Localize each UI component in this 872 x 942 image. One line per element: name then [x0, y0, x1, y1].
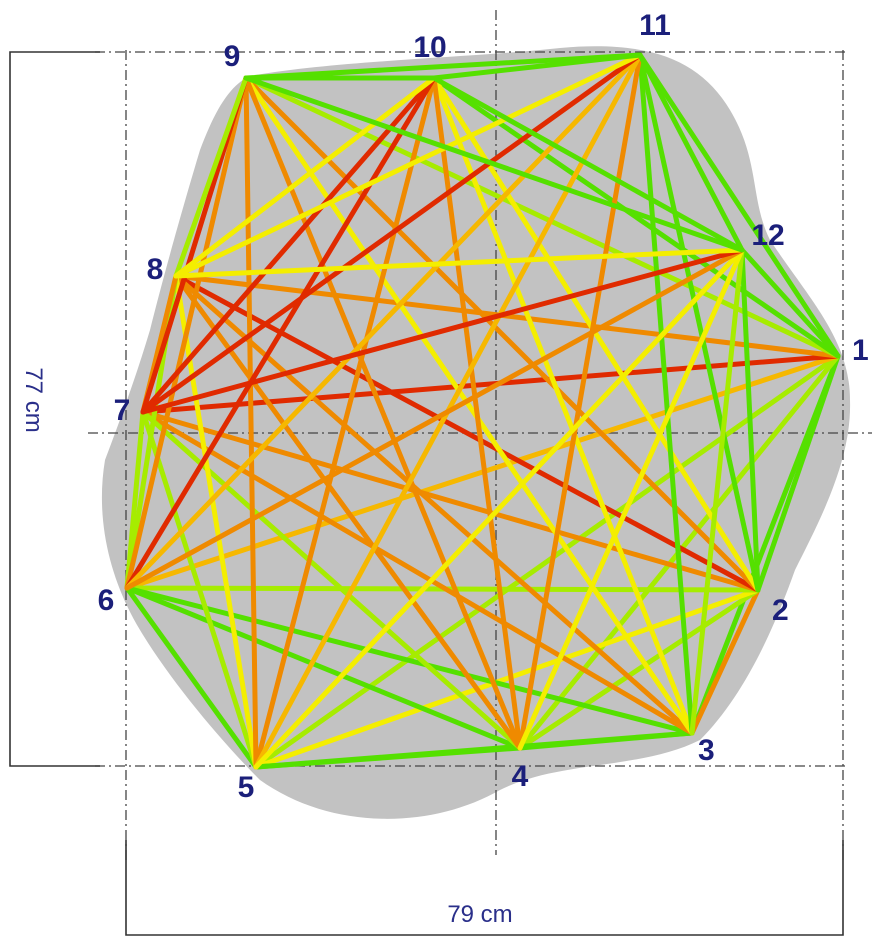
connection-6-10	[124, 75, 437, 591]
height-label: 77 cm	[20, 367, 47, 432]
height-dimension-line	[9, 51, 100, 767]
connection-2-11	[637, 52, 761, 593]
node-label-11: 11	[639, 9, 671, 42]
connection-9-11	[243, 52, 643, 81]
connection-1-10	[431, 75, 841, 359]
connection-8-10	[173, 75, 437, 279]
connection-8-11	[173, 52, 643, 279]
connection-2-5	[253, 587, 761, 770]
connection-2-8	[173, 273, 761, 593]
connection-4-5	[253, 745, 523, 770]
node-label-8: 8	[147, 253, 164, 286]
connection-1-7	[140, 353, 841, 415]
node-label-5: 5	[238, 771, 255, 804]
node-label-4: 4	[512, 760, 529, 793]
connection-lines	[124, 52, 841, 770]
connection-5-6	[124, 585, 259, 770]
guide-lines	[88, 10, 872, 860]
connection-7-12	[140, 247, 745, 415]
connection-1-3	[689, 353, 841, 736]
node-label-12: 12	[751, 219, 784, 252]
connection-8-9	[173, 75, 249, 279]
node-label-10: 10	[413, 31, 446, 64]
node-label-6: 6	[98, 584, 115, 617]
connection-7-10	[140, 75, 437, 415]
width-dimension-line	[125, 840, 844, 936]
node-label-1: 1	[852, 334, 869, 367]
connection-11-12	[637, 52, 745, 253]
connection-3-10	[431, 75, 695, 736]
connection-10-11	[431, 52, 643, 81]
connection-6-9	[124, 75, 249, 591]
node-label-7: 7	[114, 394, 131, 427]
connection-4-12	[517, 247, 745, 751]
connection-3-9	[243, 75, 695, 736]
connection-5-9	[243, 75, 259, 770]
connection-2-4	[517, 587, 761, 751]
connection-10-12	[431, 75, 745, 253]
node-label-9: 9	[224, 40, 241, 73]
connection-3-8	[173, 273, 695, 736]
connection-1-11	[637, 52, 841, 359]
connection-4-11	[517, 52, 643, 751]
connection-2-3	[689, 587, 761, 736]
connection-1-12	[739, 247, 841, 359]
connection-3-6	[124, 585, 695, 736]
node-label-3: 3	[698, 734, 715, 767]
width-label: 79 cm	[447, 901, 512, 928]
connection-8-12	[173, 247, 745, 279]
dimension-lines	[9, 51, 844, 936]
connection-7-11	[140, 52, 643, 415]
connection-3-7	[140, 409, 695, 736]
connection-6-12	[124, 247, 745, 591]
connection-5-10	[253, 75, 437, 770]
connection-3-12	[689, 247, 745, 736]
connection-2-7	[140, 409, 761, 593]
connection-3-11	[637, 52, 695, 736]
connection-5-7	[140, 409, 259, 770]
connection-5-12	[253, 247, 745, 770]
connection-2-12	[739, 247, 761, 593]
connection-9-12	[243, 75, 745, 253]
connection-1-5	[253, 353, 841, 770]
connection-1-9	[243, 75, 841, 359]
connection-4-6	[124, 585, 523, 751]
connection-4-8	[173, 273, 523, 751]
node-label-2: 2	[772, 594, 789, 627]
